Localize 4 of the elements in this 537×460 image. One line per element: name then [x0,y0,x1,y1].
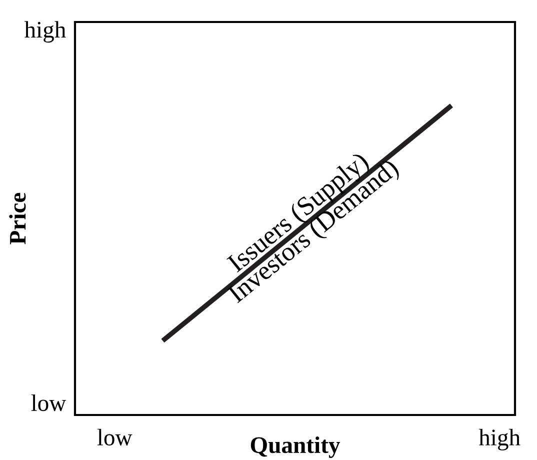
text: low [31,394,66,412]
x-axis-title: Quantity [250,436,340,458]
y-axis-title: Price [9,192,26,244]
text: high [24,21,66,43]
